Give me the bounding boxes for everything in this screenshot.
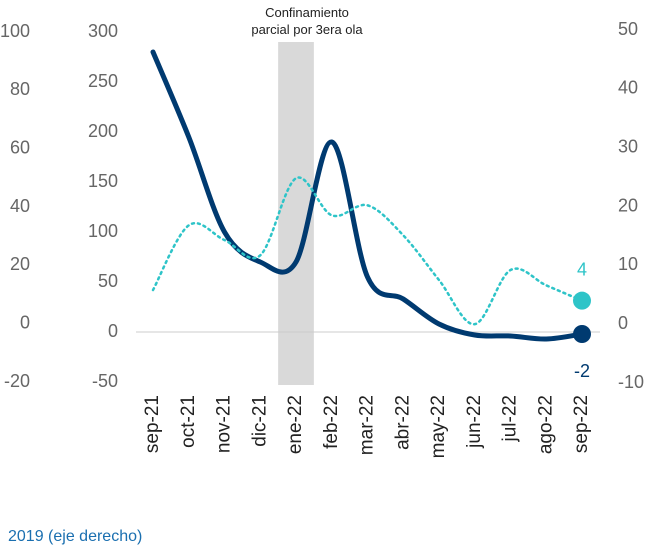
x-tick-label: sep-22 [571, 395, 592, 453]
end-point [573, 325, 591, 343]
x-tick-label: dic-21 [249, 395, 270, 447]
x-tick-label: sep-21 [142, 395, 163, 453]
y3-tick-label: 80 [10, 79, 30, 99]
y2-tick-label: 40 [618, 78, 638, 98]
x-tick-label: jul-22 [500, 395, 521, 442]
y3-tick-label: 0 [20, 312, 30, 332]
end-label: 4 [577, 259, 587, 279]
x-tick-label: mar-22 [357, 395, 378, 455]
y-tick-label: 100 [88, 221, 118, 241]
line-1 [151, 176, 584, 326]
y2-tick-label: 10 [618, 254, 638, 274]
end-label: -2 [574, 361, 590, 381]
y2-tick-label: 50 [618, 19, 638, 39]
y2-tick-label: 30 [618, 136, 638, 156]
y2-tick-label: 20 [618, 195, 638, 215]
y-tick-label: -50 [92, 371, 118, 391]
y3-tick-label: -20 [4, 371, 30, 391]
x-tick-label: ago-22 [535, 395, 556, 454]
y2-tick-label: 0 [618, 313, 628, 333]
line-0 [150, 49, 585, 342]
y-tick-label: 0 [108, 321, 118, 341]
x-tick-label: may-22 [428, 395, 449, 458]
y-tick-label: 300 [88, 21, 118, 41]
x-tick-label: abr-22 [392, 395, 413, 450]
x-tick-label: oct-21 [178, 395, 199, 448]
y3-tick-label: 20 [10, 254, 30, 274]
y-tick-label: 150 [88, 171, 118, 191]
y-tick-label: 250 [88, 71, 118, 91]
y3-tick-label: 100 [0, 21, 30, 41]
x-tick-label: nov-21 [214, 395, 235, 453]
legend-text: 2019 (eje derecho) [8, 528, 142, 545]
y3-tick-label: 40 [10, 196, 30, 216]
y-tick-label: 200 [88, 121, 118, 141]
x-tick-label: ene-22 [285, 395, 306, 454]
x-tick-label: feb-22 [321, 395, 342, 449]
y3-tick-label: 60 [10, 137, 30, 157]
annotation: Confinamiento parcial por 3era ola [251, 5, 363, 37]
x-tick-label: jun-22 [464, 395, 485, 449]
y-tick-label: 50 [98, 271, 118, 291]
y2-tick-label: -10 [618, 372, 644, 392]
end-point [573, 291, 591, 310]
